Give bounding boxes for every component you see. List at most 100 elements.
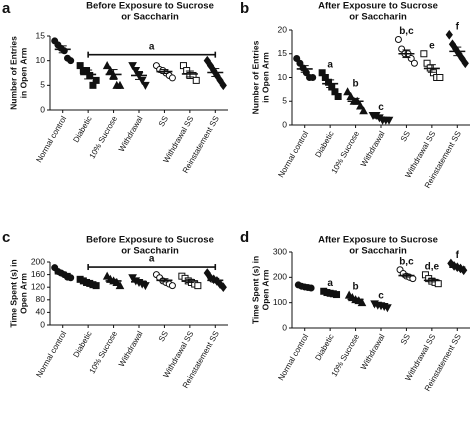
y-tick-label: 160 [31,269,45,279]
y-tick-label: 15 [36,30,46,40]
y-tick-label: 0 [40,104,45,114]
y-axis-label: Time Spent (s) in [250,256,260,324]
data-point [168,282,176,290]
y-tick-label: 0 [282,322,287,332]
data-point [333,291,341,299]
y-tick-label: 40 [36,307,46,317]
x-tick-label: Normal control [34,329,68,379]
bracket-label: a [149,254,155,265]
data-point [394,36,402,43]
data-point [203,268,211,278]
group-label: c [378,102,384,113]
y-tick-label: 100 [273,297,287,307]
x-tick-label: SS [399,130,412,144]
data-point [168,74,176,82]
y-tick-label: 120 [31,281,45,291]
data-point [434,280,442,288]
x-tick-label: Diabetic [313,130,335,160]
x-tick-label: Withdrawal [359,129,387,168]
chart-title: Before Exposure to Sucrose [86,1,214,12]
y-tick-label: 0 [282,119,287,129]
x-tick-label: SS [157,115,170,129]
data-point [141,81,150,90]
panel-label: a [2,0,11,17]
y-axis-label: Open Arm [260,269,270,310]
y-axis-label: Time Spent (s) in [8,259,18,327]
x-tick-label: Normal control [34,114,68,164]
chart-title: or Saccharin [349,246,407,257]
data-point [131,67,141,76]
x-tick-label: Withdrawal [117,329,145,368]
panel-label: d [240,229,249,246]
chart-title: After Exposure to Sucrose [318,235,438,246]
data-point [410,59,418,67]
data-point [356,101,365,110]
x-tick-label: Diabetic [71,115,93,145]
data-point [106,65,115,75]
data-point [407,55,415,62]
data-point [219,80,227,91]
data-point [219,282,227,293]
data-point [309,74,317,81]
y-axis-label: Number of Entries [250,40,260,114]
group-label: e [429,40,435,51]
data-point [206,60,215,71]
data-point [343,87,352,96]
y-tick-label: 20 [278,24,288,34]
data-point [67,274,75,282]
data-point [458,53,466,64]
data-point [448,39,457,50]
x-tick-label: SS [399,333,412,347]
y-tick-label: 80 [36,294,46,304]
panel-label: c [2,229,10,246]
group-label: a [327,59,333,70]
x-tick-label: Withdrawal [117,114,145,153]
group-label: b,c [399,26,414,37]
group-label: a [327,278,333,289]
data-point [436,74,444,81]
data-point [102,61,112,70]
data-point [128,62,137,71]
x-tick-label: SS [157,330,170,344]
x-tick-label: Diabetic [313,333,335,363]
data-point [461,58,469,69]
data-point [398,45,406,53]
group-label: b [353,78,359,89]
data-point [307,284,315,292]
y-axis-label: Number of Entries [8,36,18,110]
group-label: d,e [425,261,440,272]
chart-title: After Exposure to Sucrose [318,1,438,12]
data-point [359,106,368,115]
data-point [203,55,211,66]
y-tick-label: 200 [273,272,287,282]
y-tick-label: 10 [278,72,288,82]
chart-title: or Saccharin [121,246,179,257]
y-tick-label: 0 [40,319,45,329]
y-axis-label: in Open Arm [260,52,270,103]
bracket-label: a [149,41,155,52]
x-tick-label: Normal control [276,129,310,179]
y-tick-label: 10 [36,55,46,65]
y-tick-label: 15 [278,48,288,58]
data-point [115,281,125,290]
x-tick-label: Withdrawal [359,332,387,371]
x-tick-label: Normal control [276,332,310,382]
data-point [92,282,100,290]
group-label: c [378,291,384,302]
data-point [346,91,356,100]
y-axis-label: Open Arm [18,273,28,314]
data-point [445,29,453,40]
data-point [334,93,342,100]
x-tick-label: Diabetic [71,330,93,360]
data-point [216,75,224,86]
data-point [409,275,417,283]
data-point [296,59,304,67]
chart-title: Before Exposure to Sucrose [86,235,214,246]
data-point [92,76,100,84]
data-point [357,298,367,307]
panel-label: b [240,0,249,17]
y-tick-label: 300 [273,246,287,256]
group-label: b,c [399,256,414,267]
data-point [194,282,202,290]
